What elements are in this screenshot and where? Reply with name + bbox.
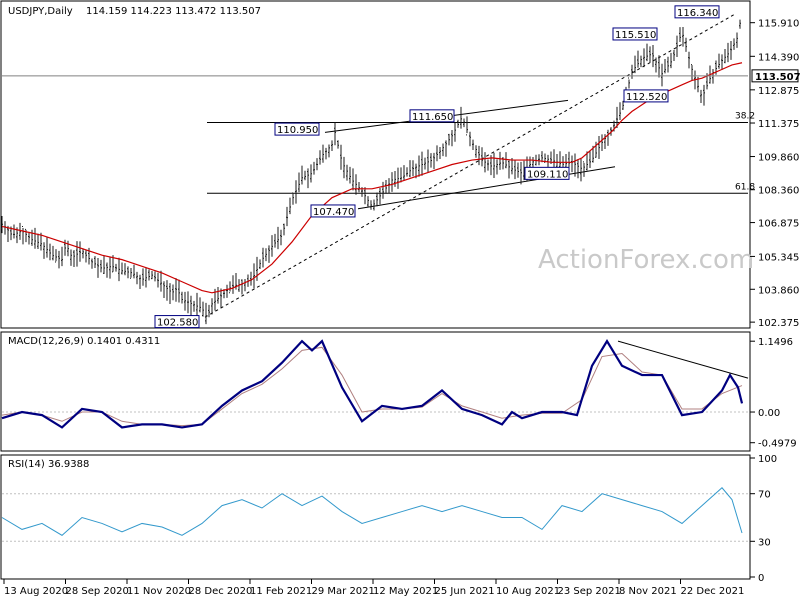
price-annotation-box bbox=[612, 27, 658, 41]
price-tick-label: 108.360 bbox=[758, 186, 799, 197]
ohlc-header: 114.159 114.223 113.472 113.507 bbox=[86, 6, 261, 17]
macd-trendline bbox=[617, 340, 749, 379]
x-tick-label: 25 Jun 2021 bbox=[435, 586, 495, 597]
rsi-line bbox=[1, 487, 743, 536]
price-tick-label: 115.910 bbox=[758, 19, 799, 30]
rsi-tick-label: 100 bbox=[758, 454, 777, 465]
channel-lower bbox=[357, 166, 616, 210]
price-annotation: 116.340 bbox=[677, 8, 718, 19]
price-annotation-box bbox=[154, 315, 200, 329]
x-tick-label: 28 Dec 2020 bbox=[189, 586, 253, 597]
price-tick-label: 106.875 bbox=[758, 219, 799, 230]
price-annotation-box bbox=[310, 204, 356, 218]
price-annotation-box bbox=[674, 5, 720, 19]
rsi-tick-label: 70 bbox=[758, 490, 771, 501]
price-annotation-box bbox=[274, 122, 320, 136]
price-tick-label: 112.875 bbox=[758, 86, 799, 97]
last-price-label: 113.507 bbox=[755, 72, 800, 83]
macd-tick-label: 1.1496 bbox=[758, 337, 793, 348]
price-tick-label: 111.375 bbox=[758, 119, 799, 130]
x-tick-label: 11 Nov 2020 bbox=[127, 586, 191, 597]
price-annotation-box bbox=[524, 166, 570, 180]
price-panel bbox=[0, 0, 751, 329]
x-tick-label: 22 Dec 2021 bbox=[681, 586, 745, 597]
macd-line bbox=[1, 339, 744, 429]
price-tick-label: 105.345 bbox=[758, 252, 799, 263]
rsi-tick-label: 30 bbox=[758, 537, 771, 548]
macd-signal-line bbox=[1, 346, 743, 427]
price-annotation: 115.510 bbox=[615, 30, 656, 41]
x-tick-label: 23 Sep 2021 bbox=[558, 586, 621, 597]
x-tick-label: 13 Aug 2020 bbox=[4, 586, 68, 597]
x-tick-label: 8 Nov 2021 bbox=[619, 586, 677, 597]
x-tick-label: 11 Feb 2021 bbox=[250, 586, 312, 597]
price-tick-label: 109.860 bbox=[758, 153, 799, 164]
x-tick-label: 28 Sep 2020 bbox=[66, 586, 129, 597]
watermark: ActionForex.com bbox=[538, 245, 754, 275]
price-tick-label: 103.860 bbox=[758, 285, 799, 296]
price-annotation-box bbox=[409, 109, 455, 123]
price-annotation-box bbox=[623, 89, 669, 103]
fib-label: 61.8 bbox=[735, 182, 755, 192]
macd-title: MACD(12,26,9) 0.1401 0.4311 bbox=[8, 336, 160, 347]
fib-label: 38.2 bbox=[735, 111, 755, 121]
last-price-tag bbox=[751, 69, 799, 83]
price-tick-label: 102.375 bbox=[758, 318, 799, 329]
x-tick-label: 10 Aug 2021 bbox=[496, 586, 560, 597]
macd-panel bbox=[0, 331, 751, 452]
rsi-tick-label: 0 bbox=[758, 573, 764, 584]
price-annotation: 110.950 bbox=[277, 125, 318, 136]
macd-tick-label: -0.4979 bbox=[758, 439, 797, 450]
rsi-title: RSI(14) 36.9388 bbox=[8, 459, 89, 470]
price-annotation: 107.470 bbox=[313, 207, 354, 218]
chart-title: USDJPY,Daily bbox=[8, 6, 73, 17]
rsi-panel bbox=[0, 454, 751, 580]
price-annotation: 112.520 bbox=[626, 92, 667, 103]
price-annotation: 111.650 bbox=[412, 112, 453, 123]
x-tick-label: 12 May 2021 bbox=[373, 586, 438, 597]
macd-tick-label: 0.00 bbox=[758, 408, 780, 419]
price-tick-label: 114.390 bbox=[758, 52, 799, 63]
price-annotation: 109.110 bbox=[527, 169, 568, 180]
price-annotation: 102.580 bbox=[157, 318, 198, 329]
x-tick-label: 29 Mar 2021 bbox=[312, 586, 375, 597]
